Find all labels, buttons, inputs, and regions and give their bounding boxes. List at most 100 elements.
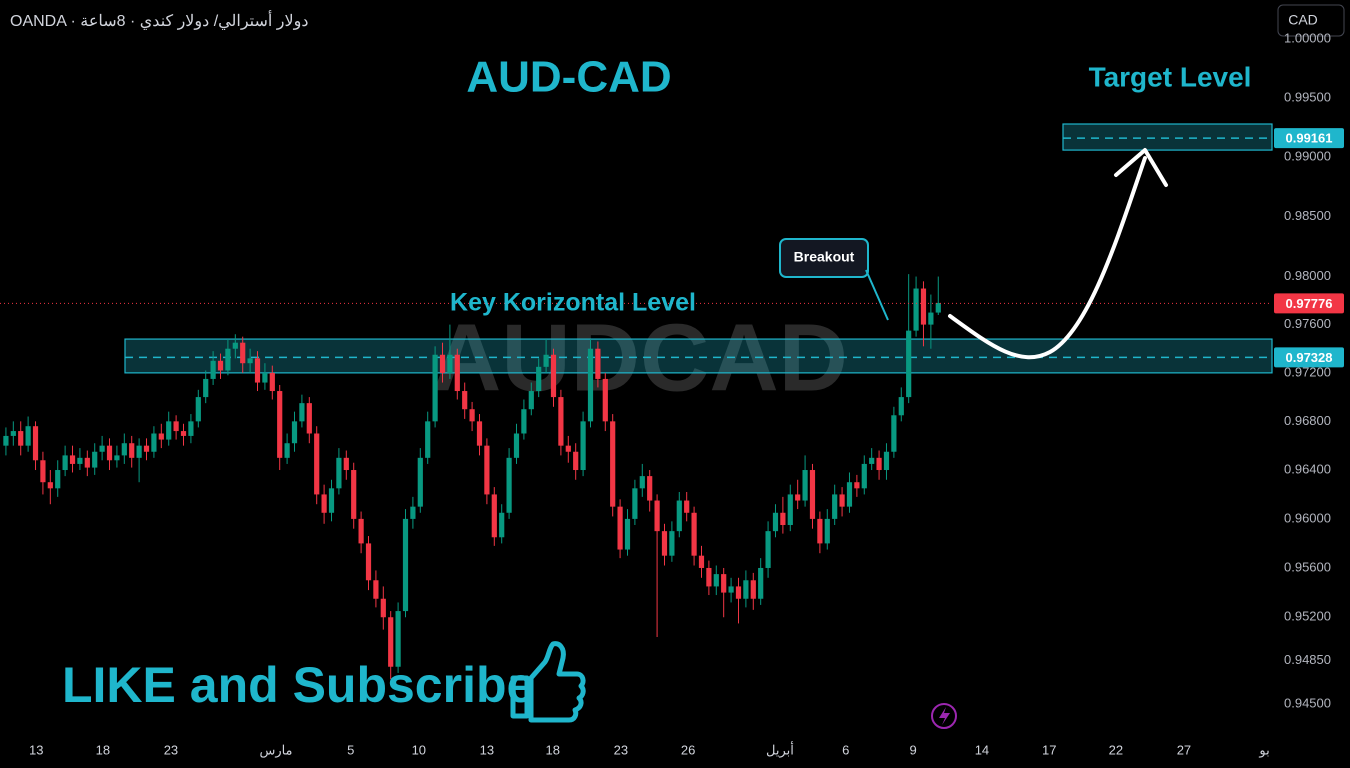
y-tick-label: 0.94500 (1284, 695, 1331, 710)
candle-body (136, 445, 142, 458)
y-tick-label: 0.95600 (1284, 559, 1331, 574)
candle-body (698, 555, 705, 568)
candle-body (743, 580, 749, 599)
x-tick-label: 9 (909, 742, 916, 757)
candle-body (358, 518, 364, 544)
y-tick-label: 0.99000 (1284, 149, 1331, 164)
y-tick-label: 0.96800 (1284, 413, 1331, 428)
candle-body (84, 457, 90, 468)
candle-body (787, 494, 793, 526)
candle-body (18, 431, 24, 446)
candle-body (624, 518, 631, 550)
candle-body (306, 403, 312, 434)
candle-body (565, 445, 571, 452)
x-tick-label: 13 (480, 742, 494, 757)
candle-body (780, 512, 786, 526)
x-tick-label: 18 (96, 742, 110, 757)
candle-body (10, 431, 16, 436)
candle-body (321, 494, 327, 513)
candle-body (106, 445, 113, 461)
breakout-callout (779, 238, 869, 278)
candle-body (550, 354, 557, 398)
candle-body (632, 488, 638, 519)
candle-body (3, 435, 9, 446)
candle-body (143, 445, 150, 452)
candle-body (158, 433, 164, 440)
candle-body (920, 288, 927, 325)
x-tick-label: 13 (29, 742, 43, 757)
candle-body (817, 518, 823, 544)
projection-arrowhead (1114, 148, 1168, 187)
y-tick-label: 0.98500 (1284, 208, 1331, 223)
candle-body (824, 518, 830, 544)
candle-body (121, 443, 127, 456)
candle-body (284, 443, 290, 458)
candle-body (765, 531, 771, 568)
candle-body (513, 433, 520, 458)
candle-body (669, 531, 675, 556)
candle-body (217, 360, 224, 371)
candle-body (491, 494, 497, 538)
candle-body (802, 470, 808, 501)
candle-body (610, 421, 616, 507)
chart-title: AUD-CAD (466, 53, 671, 102)
target-level-text: Target Level (1089, 61, 1252, 92)
candle-body (166, 421, 172, 440)
candle-body (469, 409, 475, 422)
candle-body (809, 470, 816, 519)
price-tag (1274, 347, 1344, 368)
candle-body (432, 354, 438, 422)
candle-body (676, 500, 682, 532)
y-tick-label: 0.98000 (1284, 268, 1331, 283)
x-tick-label: 10 (412, 742, 426, 757)
price-tag (1274, 128, 1344, 149)
candle-body (735, 586, 742, 599)
candle-body (210, 360, 216, 379)
candle-body (129, 443, 135, 458)
candle-body (188, 421, 194, 436)
candle-body (639, 476, 645, 489)
candle-body (706, 567, 712, 587)
candle-body (713, 574, 719, 587)
currency-button[interactable] (1277, 4, 1345, 37)
candle-body (291, 421, 298, 444)
y-tick-label: 1.00000 (1284, 31, 1331, 46)
candle-body (721, 574, 727, 593)
candle-body (277, 391, 283, 458)
candle-body (861, 463, 867, 489)
candle-body (573, 451, 579, 471)
candle-body (439, 354, 446, 373)
breakout-pointer (865, 269, 889, 321)
candle-body (499, 512, 505, 538)
candle-body (351, 470, 357, 519)
breakout-text: Breakout (794, 249, 855, 265)
projection-arrow (948, 156, 1147, 360)
candle-body (484, 445, 490, 495)
candle-body (647, 476, 653, 501)
candle-body (328, 488, 335, 513)
currency-label: CAD (1288, 12, 1318, 28)
candle-body (928, 312, 934, 325)
candle-body (617, 506, 623, 550)
y-tick-label: 0.94850 (1284, 652, 1331, 667)
candle-body (476, 421, 483, 446)
candle-body (543, 354, 549, 367)
candle-body (876, 457, 882, 471)
candle-body (728, 586, 734, 593)
x-tick-label: 17 (1042, 742, 1056, 757)
key-level-text: Key Korizontal Level (450, 289, 696, 317)
watermark: AUDCAD (432, 304, 848, 411)
candle-body (99, 445, 105, 452)
candle-body (506, 457, 512, 513)
candle-body (454, 354, 460, 392)
candle-body (447, 354, 453, 373)
candle-body (750, 580, 756, 599)
candle-body (195, 397, 201, 422)
candle-body (580, 421, 586, 471)
x-tick-label: مارس (259, 742, 292, 758)
candle-body (602, 378, 608, 422)
candle-body (180, 431, 187, 436)
x-tick-label: 18 (546, 742, 560, 757)
